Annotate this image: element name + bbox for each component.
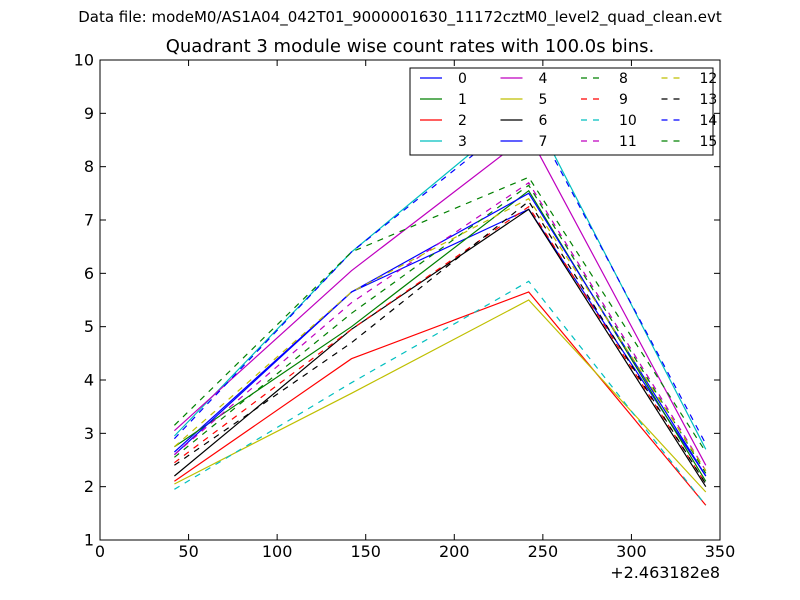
series-line-5	[174, 299, 707, 493]
series-layer	[173, 104, 707, 506]
x-tick-label: 100	[262, 542, 293, 561]
y-tick-label: 5	[84, 317, 94, 336]
y-tick-label: 7	[84, 211, 94, 230]
x-tick-label: 150	[350, 542, 381, 561]
legend-label-8: 8	[619, 71, 628, 87]
legend-label-10: 10	[619, 113, 637, 129]
series-line-9	[174, 205, 707, 485]
legend-label-0: 0	[458, 71, 467, 87]
legend-label-5: 5	[539, 92, 548, 108]
legend-label-11: 11	[619, 134, 637, 150]
x-tick-label: 300	[616, 542, 647, 561]
series-line-11	[174, 181, 707, 472]
legend-label-6: 6	[539, 113, 548, 129]
legend-label-13: 13	[700, 92, 718, 108]
y-tick-label: 1	[84, 531, 94, 550]
series-line-0	[173, 208, 707, 477]
y-tick-label: 3	[84, 424, 94, 443]
y-tick-label: 4	[84, 371, 94, 390]
series-line-6	[174, 208, 707, 488]
legend-box	[409, 67, 714, 156]
series-line-15	[173, 176, 707, 453]
y-tick-label: 8	[84, 157, 94, 176]
legend-label-12: 12	[700, 71, 718, 87]
series-line-12	[174, 197, 707, 472]
legend-label-4: 4	[539, 71, 548, 87]
legend-label-9: 9	[619, 92, 628, 108]
x-axis: 0 50 100 150 200 250 300 350	[95, 60, 735, 561]
series-line-7	[173, 192, 707, 477]
x-tick-label: 50	[178, 542, 198, 561]
series-line-8	[174, 184, 707, 474]
legend-label-1: 1	[458, 92, 467, 108]
chart-title: Quadrant 3 module wise count rates with …	[165, 36, 655, 57]
x-tick-label: 350	[705, 542, 736, 561]
series-line-13	[174, 200, 707, 485]
legend-label-14: 14	[700, 113, 718, 129]
series-line-3	[173, 104, 707, 450]
legend-label-2: 2	[458, 113, 467, 129]
series-line-10	[174, 280, 707, 506]
y-tick-label: 9	[84, 104, 94, 123]
legend-label-3: 3	[458, 134, 467, 150]
y-tick-label: 6	[84, 264, 94, 283]
x-tick-label: 200	[439, 542, 470, 561]
x-offset-label: +2.463182e8	[610, 563, 720, 582]
series-line-1	[174, 189, 707, 482]
series-line-4	[173, 133, 707, 466]
legend-label-7: 7	[539, 134, 548, 150]
legend-label-15: 15	[700, 134, 718, 150]
y-tick-label: 2	[84, 477, 94, 496]
series-line-2	[174, 291, 707, 506]
figure-suptitle: Data file: modeM0/AS1A04_042T01_90000016…	[78, 8, 722, 26]
x-tick-label: 250	[528, 542, 559, 561]
plot-area-frame	[99, 59, 721, 541]
y-tick-label: 10	[74, 51, 94, 70]
x-tick-label: 0	[95, 542, 105, 561]
series-line-14	[173, 109, 707, 445]
